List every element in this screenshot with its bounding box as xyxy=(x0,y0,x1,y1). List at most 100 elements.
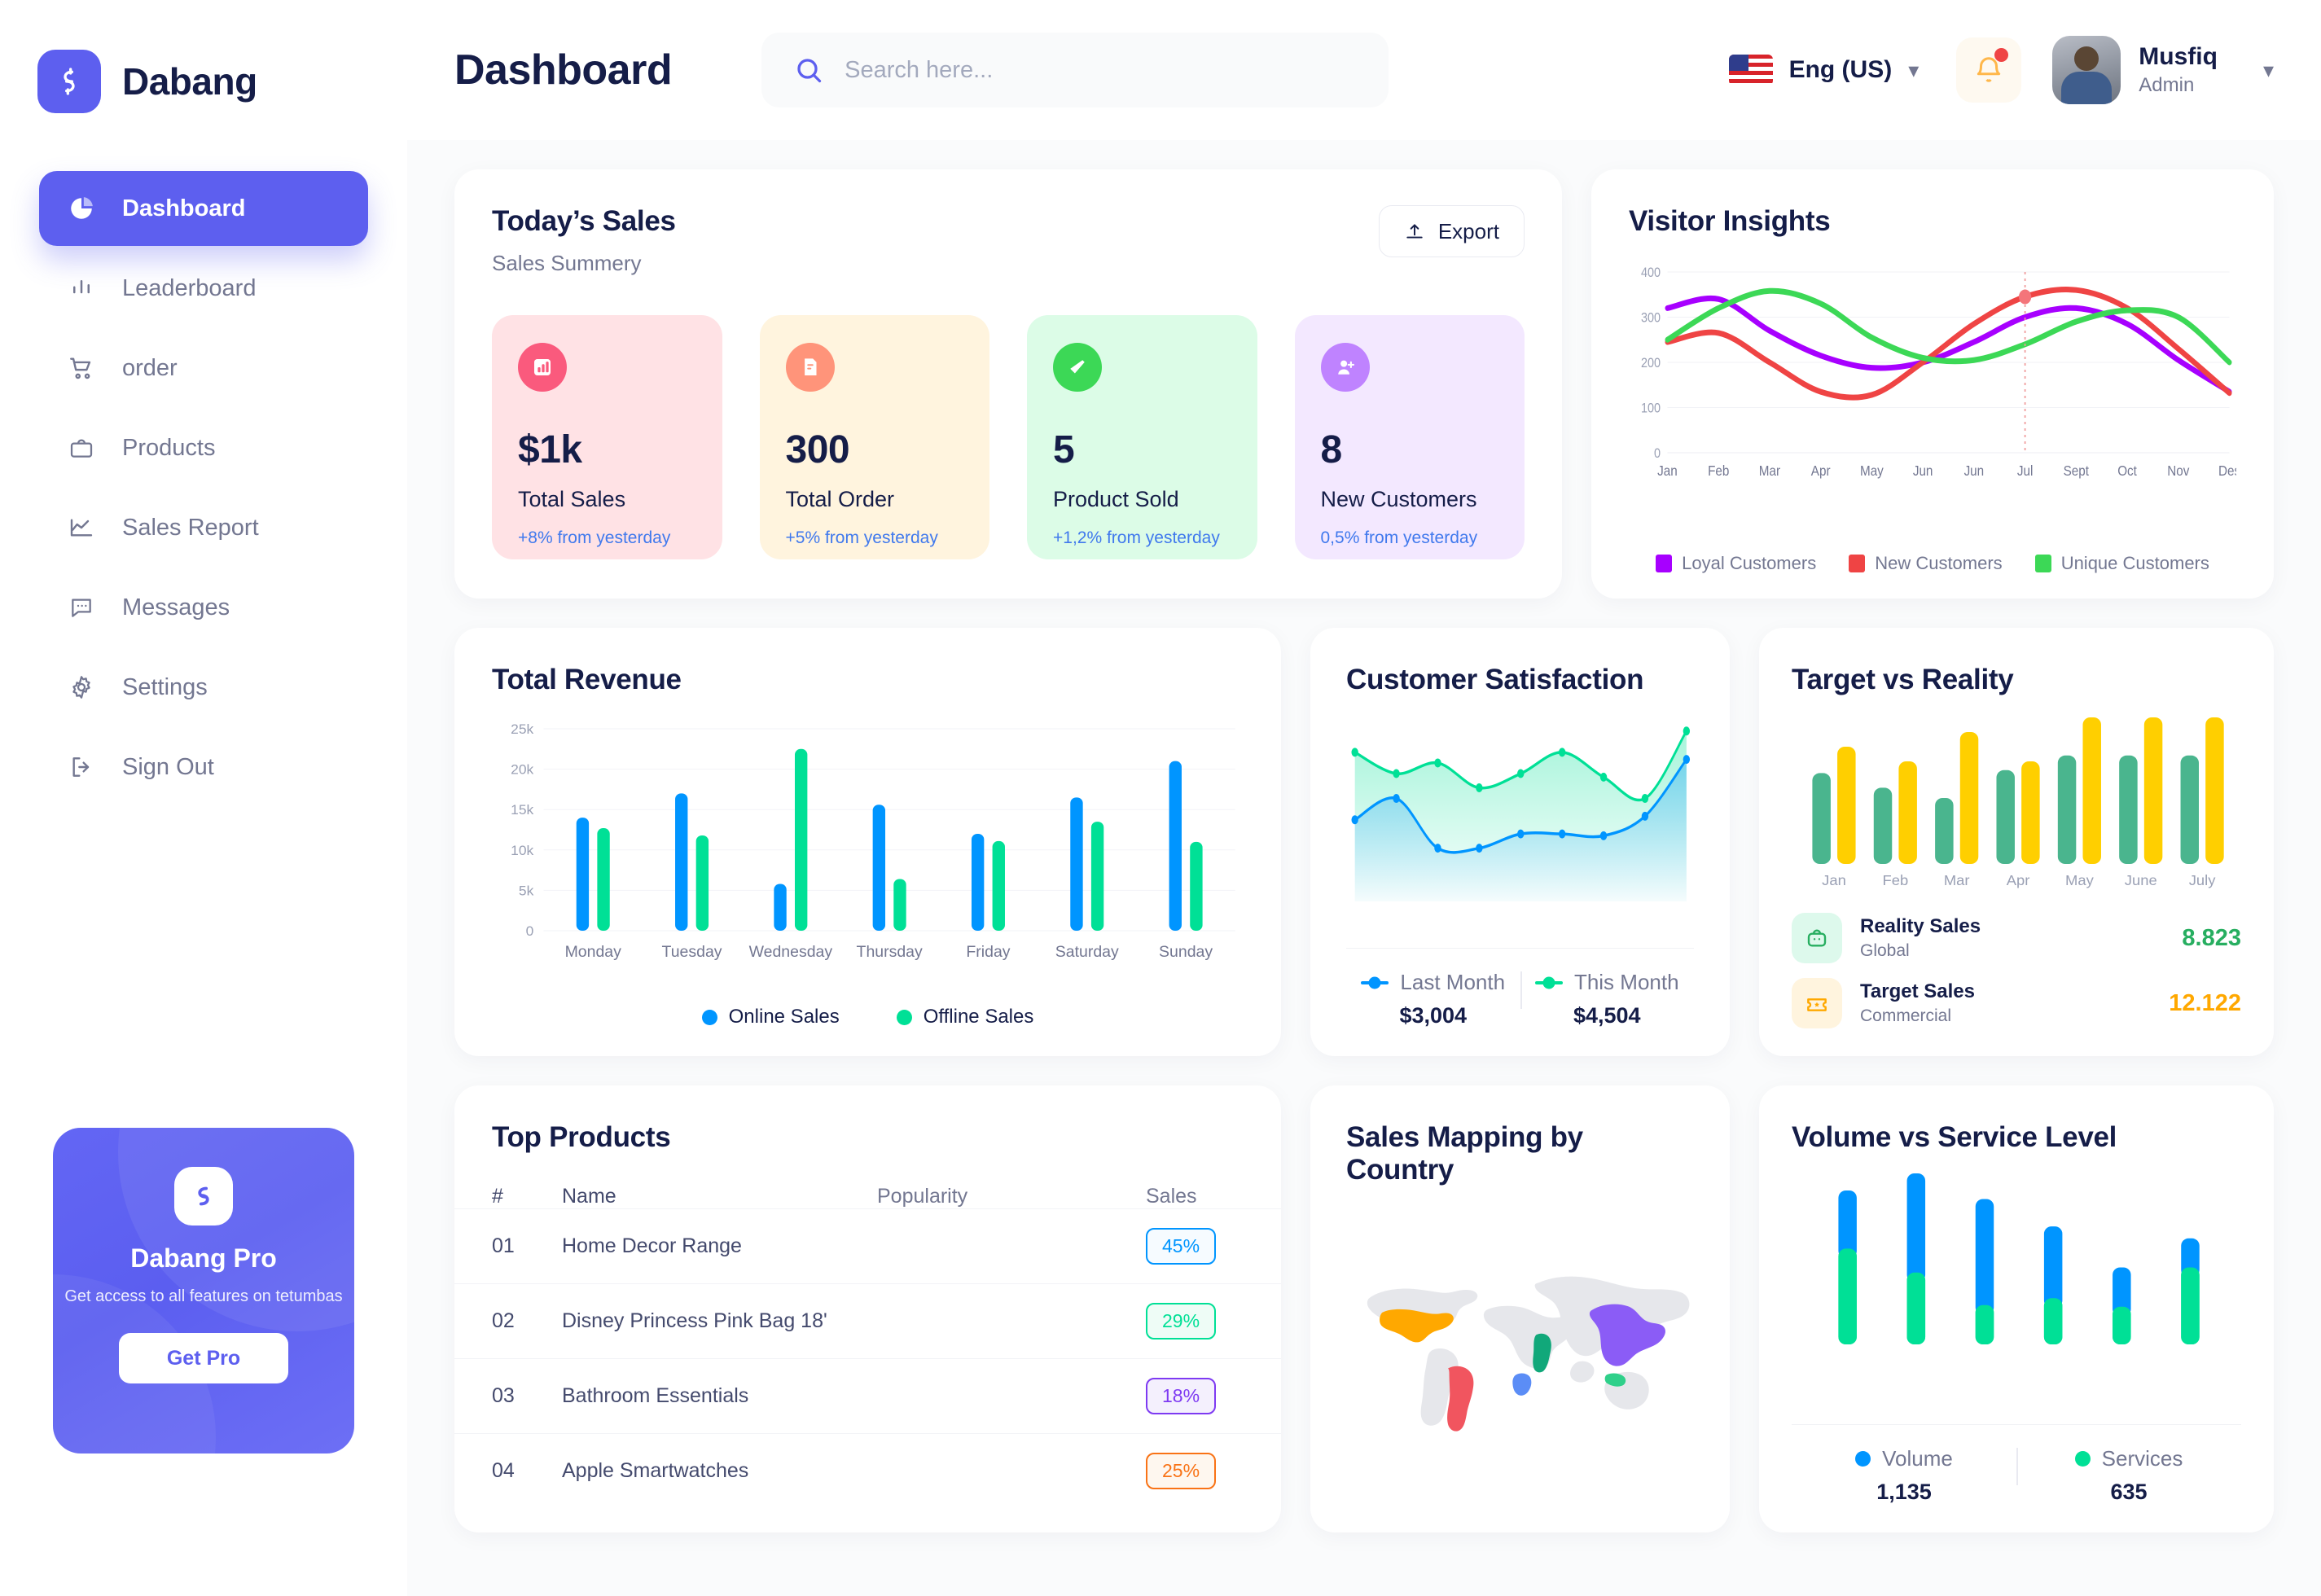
line-marker-icon xyxy=(1361,976,1389,989)
sidebar-item-leaderboard[interactable]: Leaderboard xyxy=(39,251,368,326)
notifications-button[interactable] xyxy=(1956,37,2022,103)
total-revenue-legend: Online Sales Offline Sales xyxy=(492,1006,1244,1028)
svg-text:Apr: Apr xyxy=(2007,872,2030,888)
target-vs-reality-card: Target vs Reality Jan Feb Mar Apr May June Jul… xyxy=(1759,628,2274,1056)
sales-badge: 29% xyxy=(1146,1303,1244,1340)
volume-vs-service-footer: Volume 1,135 Services 635 xyxy=(1792,1424,2241,1505)
user-plus-icon xyxy=(1320,343,1370,392)
svg-text:May: May xyxy=(2065,872,2095,888)
visitor-insights-card: Visitor Insights 0 100 200 300 400 Jan Feb Mar A… xyxy=(1591,169,2274,598)
svg-text:0: 0 xyxy=(526,923,534,939)
brand: Dabang xyxy=(0,37,407,126)
card-title: Top Products xyxy=(492,1121,671,1153)
map-region-dr-congo[interactable] xyxy=(1512,1372,1532,1396)
bar-chart-icon xyxy=(65,272,98,305)
legend-sublabel: Commercial xyxy=(1860,1006,1952,1025)
top-bar: Dashboard Search here... Eng (US) ▾ xyxy=(407,0,2321,140)
sidebar-item-label: Products xyxy=(122,434,216,461)
svg-text:15k: 15k xyxy=(511,801,533,818)
legend-label: Services xyxy=(2101,1446,2183,1471)
row-one: Today’s Sales Sales Summery Export xyxy=(454,169,2274,598)
stat-label: Product Sold xyxy=(1053,487,1179,511)
map-region-united-states[interactable] xyxy=(1380,1309,1454,1342)
legend-row: Target Sales Commercial 12.122 xyxy=(1792,978,2241,1028)
notification-badge xyxy=(1994,48,2009,62)
legend-label: Offline Sales xyxy=(923,1006,1034,1028)
brand-name: Dabang xyxy=(122,60,257,103)
card-title: Volume vs Service Level xyxy=(1792,1121,2117,1153)
sidebar-item-order[interactable]: order xyxy=(39,331,368,406)
row-three: Top Products # Name Popularity Sales 01 H… xyxy=(454,1085,2274,1532)
export-button[interactable]: Export xyxy=(1378,205,1525,257)
table-row[interactable]: 01 Home Decor Range 45% xyxy=(454,1208,1281,1283)
card-title: Total Revenue xyxy=(492,664,682,695)
table-row[interactable]: 03 Bathroom Essentials 18% xyxy=(454,1358,1281,1433)
user-role: Admin xyxy=(2139,74,2195,97)
map-region-brazil[interactable] xyxy=(1447,1366,1474,1432)
promo-subtitle: Get access to all features on tetumbas xyxy=(64,1287,343,1305)
legend-label: Last Month xyxy=(1400,970,1506,994)
column-header: # xyxy=(492,1185,503,1208)
stat-card: 5 Product Sold +1,2% from yesterday xyxy=(1027,315,1257,559)
satisfaction-metric: This Month $4,504 xyxy=(1520,970,1695,1028)
svg-text:Monday: Monday xyxy=(565,944,622,961)
sidebar-item-label: Sales Report xyxy=(122,514,259,541)
legend-item: Offline Sales xyxy=(896,1006,1034,1028)
visitor-insights-chart: 0 100 200 300 400 Jan Feb Mar Apr May Jun Jun Jul Sep… xyxy=(1629,261,2236,548)
column-header: Name xyxy=(562,1185,616,1208)
svg-text:25k: 25k xyxy=(511,721,533,737)
svg-text:400: 400 xyxy=(1641,265,1661,280)
legend-label: This Month xyxy=(1573,970,1679,994)
stat-value: 5 xyxy=(1053,428,1075,471)
metric-amount: $4,504 xyxy=(1573,1003,1641,1028)
sidebar-item-sign-out[interactable]: Sign Out xyxy=(39,730,368,805)
svg-text:Jun: Jun xyxy=(1964,463,1985,479)
sidebar-item-messages[interactable]: Messages xyxy=(39,570,368,645)
sidebar-item-settings[interactable]: Settings xyxy=(39,650,368,725)
chevron-down-icon[interactable]: ▾ xyxy=(2262,57,2274,82)
ticket-icon xyxy=(1792,978,1842,1028)
stat-card: $1k Total Sales +8% from yesterday xyxy=(492,315,722,559)
svg-text:20k: 20k xyxy=(511,761,533,778)
pie-chart-icon xyxy=(65,192,98,225)
svg-text:May: May xyxy=(1860,463,1884,479)
legend-label: New Customers xyxy=(1875,553,2003,573)
customer-satisfaction-card: Customer Satisfaction Last Month $3,004 xyxy=(1310,628,1730,1056)
sidebar-item-products[interactable]: Products xyxy=(39,410,368,485)
metric-amount: 1,135 xyxy=(1876,1480,1932,1504)
search-input[interactable]: Search here... xyxy=(845,56,994,83)
search-icon xyxy=(794,55,823,85)
sales-badge: 25% xyxy=(1146,1453,1244,1489)
logout-icon xyxy=(65,751,98,783)
stat-label: Total Sales xyxy=(518,487,626,511)
search-bar[interactable]: Search here... xyxy=(761,33,1389,107)
svg-text:Des: Des xyxy=(2218,463,2236,479)
svg-text:0: 0 xyxy=(1654,446,1661,461)
legend-sublabel: Global xyxy=(1860,941,1910,960)
column-header: Popularity xyxy=(877,1185,968,1208)
table-row[interactable]: 02 Disney Princess Pink Bag 18' 29% xyxy=(454,1283,1281,1358)
map-region-china[interactable] xyxy=(1589,1304,1665,1366)
sidebar-item-dashboard[interactable]: Dashboard xyxy=(39,171,368,246)
table-row[interactable]: 04 Apple Smartwatches 25% xyxy=(454,1433,1281,1508)
volume-vs-service-card: Volume vs Service Level Volume 1,135 Ser… xyxy=(1759,1085,2274,1532)
user-profile[interactable]: Musfiq Admin ▾ xyxy=(2052,36,2274,104)
get-pro-button[interactable]: Get Pro xyxy=(119,1333,288,1383)
card-subtitle: Sales Summery xyxy=(492,251,642,275)
sidebar-item-sales-report[interactable]: Sales Report xyxy=(39,490,368,565)
stat-value: 300 xyxy=(785,428,850,471)
legend-label: Loyal Customers xyxy=(1682,553,1817,573)
map-region-indonesia[interactable] xyxy=(1604,1372,1626,1387)
sidebar-item-label: order xyxy=(122,354,178,381)
legend-total: 12.122 xyxy=(2169,989,2241,1016)
sidebar-item-label: Sign Out xyxy=(122,753,214,780)
map-region-saudi-arabia[interactable] xyxy=(1533,1333,1551,1372)
sales-badge: 18% xyxy=(1146,1378,1244,1414)
language-selector[interactable]: Eng (US) ▾ xyxy=(1728,55,1919,86)
svg-text:5k: 5k xyxy=(519,883,534,899)
svg-text:Sept: Sept xyxy=(2064,463,2090,479)
export-icon xyxy=(1404,221,1425,242)
svg-text:Tuesday: Tuesday xyxy=(662,944,722,961)
svg-text:Jan: Jan xyxy=(1822,872,1846,888)
svg-text:Mar: Mar xyxy=(1759,463,1781,479)
